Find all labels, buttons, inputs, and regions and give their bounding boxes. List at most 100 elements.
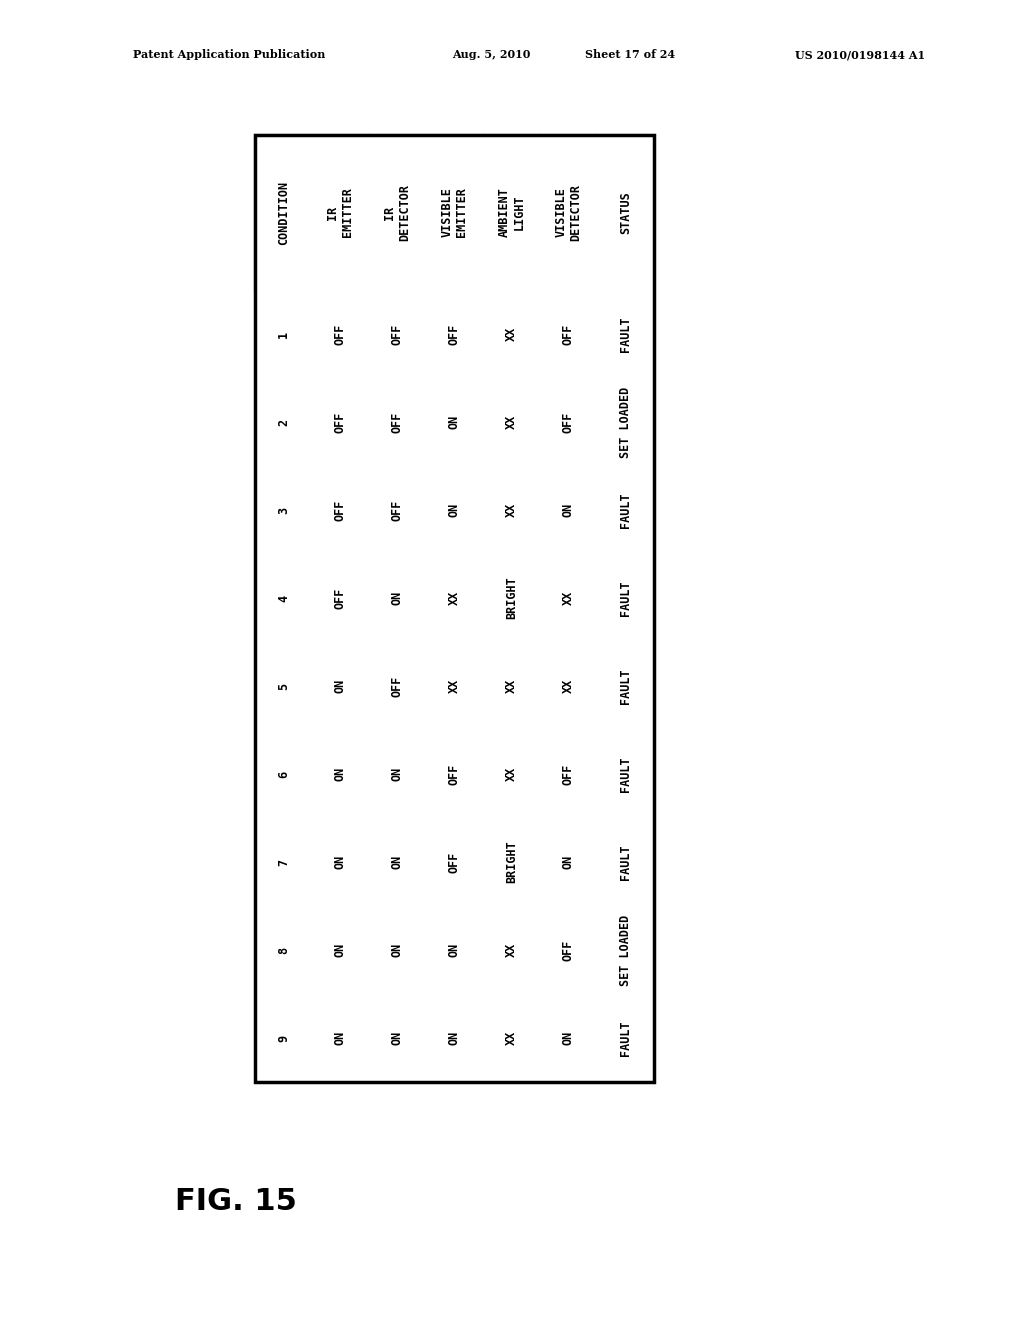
Text: OFF: OFF [447, 323, 461, 345]
Bar [426, 135, 483, 290]
Bar [312, 994, 369, 1082]
Bar [483, 818, 540, 906]
Text: XX: XX [505, 942, 518, 957]
Text: IR
DETECTOR: IR DETECTOR [384, 183, 412, 242]
Text: ON: ON [562, 855, 575, 869]
Bar [597, 290, 654, 378]
Bar [369, 135, 426, 290]
Bar [255, 730, 312, 818]
Bar [540, 994, 597, 1082]
Bar [312, 818, 369, 906]
Bar [597, 906, 654, 994]
Text: 9: 9 [278, 1035, 290, 1041]
Text: 1: 1 [278, 330, 290, 338]
Text: ON: ON [391, 942, 404, 957]
Text: OFF: OFF [334, 412, 347, 433]
Text: XX: XX [505, 1031, 518, 1045]
Bar [597, 642, 654, 730]
Text: OFF: OFF [391, 323, 404, 345]
Bar [255, 642, 312, 730]
Bar [255, 378, 312, 466]
Text: 6: 6 [278, 771, 290, 777]
Bar [312, 290, 369, 378]
Bar [312, 378, 369, 466]
Bar [597, 466, 654, 554]
Bar [540, 378, 597, 466]
Bar [255, 135, 312, 290]
Bar [312, 642, 369, 730]
Text: ON: ON [334, 678, 347, 693]
Bar [426, 730, 483, 818]
Text: FAULT: FAULT [618, 581, 632, 616]
Text: ON: ON [334, 1031, 347, 1045]
Text: ON: ON [391, 591, 404, 605]
Bar [483, 378, 540, 466]
Text: XX: XX [562, 591, 575, 605]
Bar [369, 378, 426, 466]
Bar [312, 135, 369, 290]
Text: 2: 2 [278, 418, 290, 425]
Bar [483, 554, 540, 642]
Text: VISIBLE
EMITTER: VISIBLE EMITTER [440, 187, 469, 238]
Bar [483, 642, 540, 730]
Bar [426, 466, 483, 554]
Bar [312, 466, 369, 554]
Bar [255, 466, 312, 554]
Text: Patent Application Publication: Patent Application Publication [133, 49, 326, 61]
Text: FIG. 15: FIG. 15 [175, 1188, 297, 1217]
Text: VISIBLE
DETECTOR: VISIBLE DETECTOR [555, 183, 583, 242]
Bar [483, 906, 540, 994]
Bar [255, 906, 312, 994]
Text: CONDITION: CONDITION [278, 181, 290, 244]
Text: AMBIENT
LIGHT: AMBIENT LIGHT [498, 187, 525, 238]
Text: XX: XX [562, 678, 575, 693]
Text: Sheet 17 of 24: Sheet 17 of 24 [585, 49, 675, 61]
Bar [255, 818, 312, 906]
Bar [540, 642, 597, 730]
Text: OFF: OFF [562, 940, 575, 961]
Bar [312, 730, 369, 818]
Text: 7: 7 [278, 858, 290, 866]
Text: 8: 8 [278, 946, 290, 953]
Text: FAULT: FAULT [618, 317, 632, 352]
Text: XX: XX [447, 678, 461, 693]
Bar [369, 554, 426, 642]
Text: BRIGHT: BRIGHT [505, 841, 518, 883]
Text: ON: ON [562, 503, 575, 517]
Text: 4: 4 [278, 594, 290, 602]
Text: OFF: OFF [334, 587, 347, 609]
Text: ON: ON [447, 942, 461, 957]
Text: FAULT: FAULT [618, 845, 632, 880]
Text: 3: 3 [278, 507, 290, 513]
Text: ON: ON [334, 942, 347, 957]
Text: OFF: OFF [391, 676, 404, 697]
Bar [312, 906, 369, 994]
Bar [540, 906, 597, 994]
Bar [483, 290, 540, 378]
Bar [426, 818, 483, 906]
Text: US 2010/0198144 A1: US 2010/0198144 A1 [795, 49, 926, 61]
Text: XX: XX [505, 414, 518, 429]
Text: SET LOADED: SET LOADED [618, 387, 632, 458]
Text: OFF: OFF [334, 499, 347, 520]
Bar [255, 994, 312, 1082]
Bar [540, 466, 597, 554]
Bar [597, 994, 654, 1082]
Text: OFF: OFF [447, 851, 461, 873]
Bar [255, 135, 654, 1082]
Bar [483, 730, 540, 818]
Bar [369, 994, 426, 1082]
Bar [369, 642, 426, 730]
Text: ON: ON [391, 1031, 404, 1045]
Bar [369, 466, 426, 554]
Text: ON: ON [447, 503, 461, 517]
Text: OFF: OFF [447, 763, 461, 784]
Text: XX: XX [505, 767, 518, 781]
Text: XX: XX [505, 503, 518, 517]
Bar [483, 994, 540, 1082]
Bar [597, 730, 654, 818]
Bar [369, 290, 426, 378]
Text: ON: ON [447, 414, 461, 429]
Text: OFF: OFF [391, 412, 404, 433]
Text: OFF: OFF [562, 763, 575, 784]
